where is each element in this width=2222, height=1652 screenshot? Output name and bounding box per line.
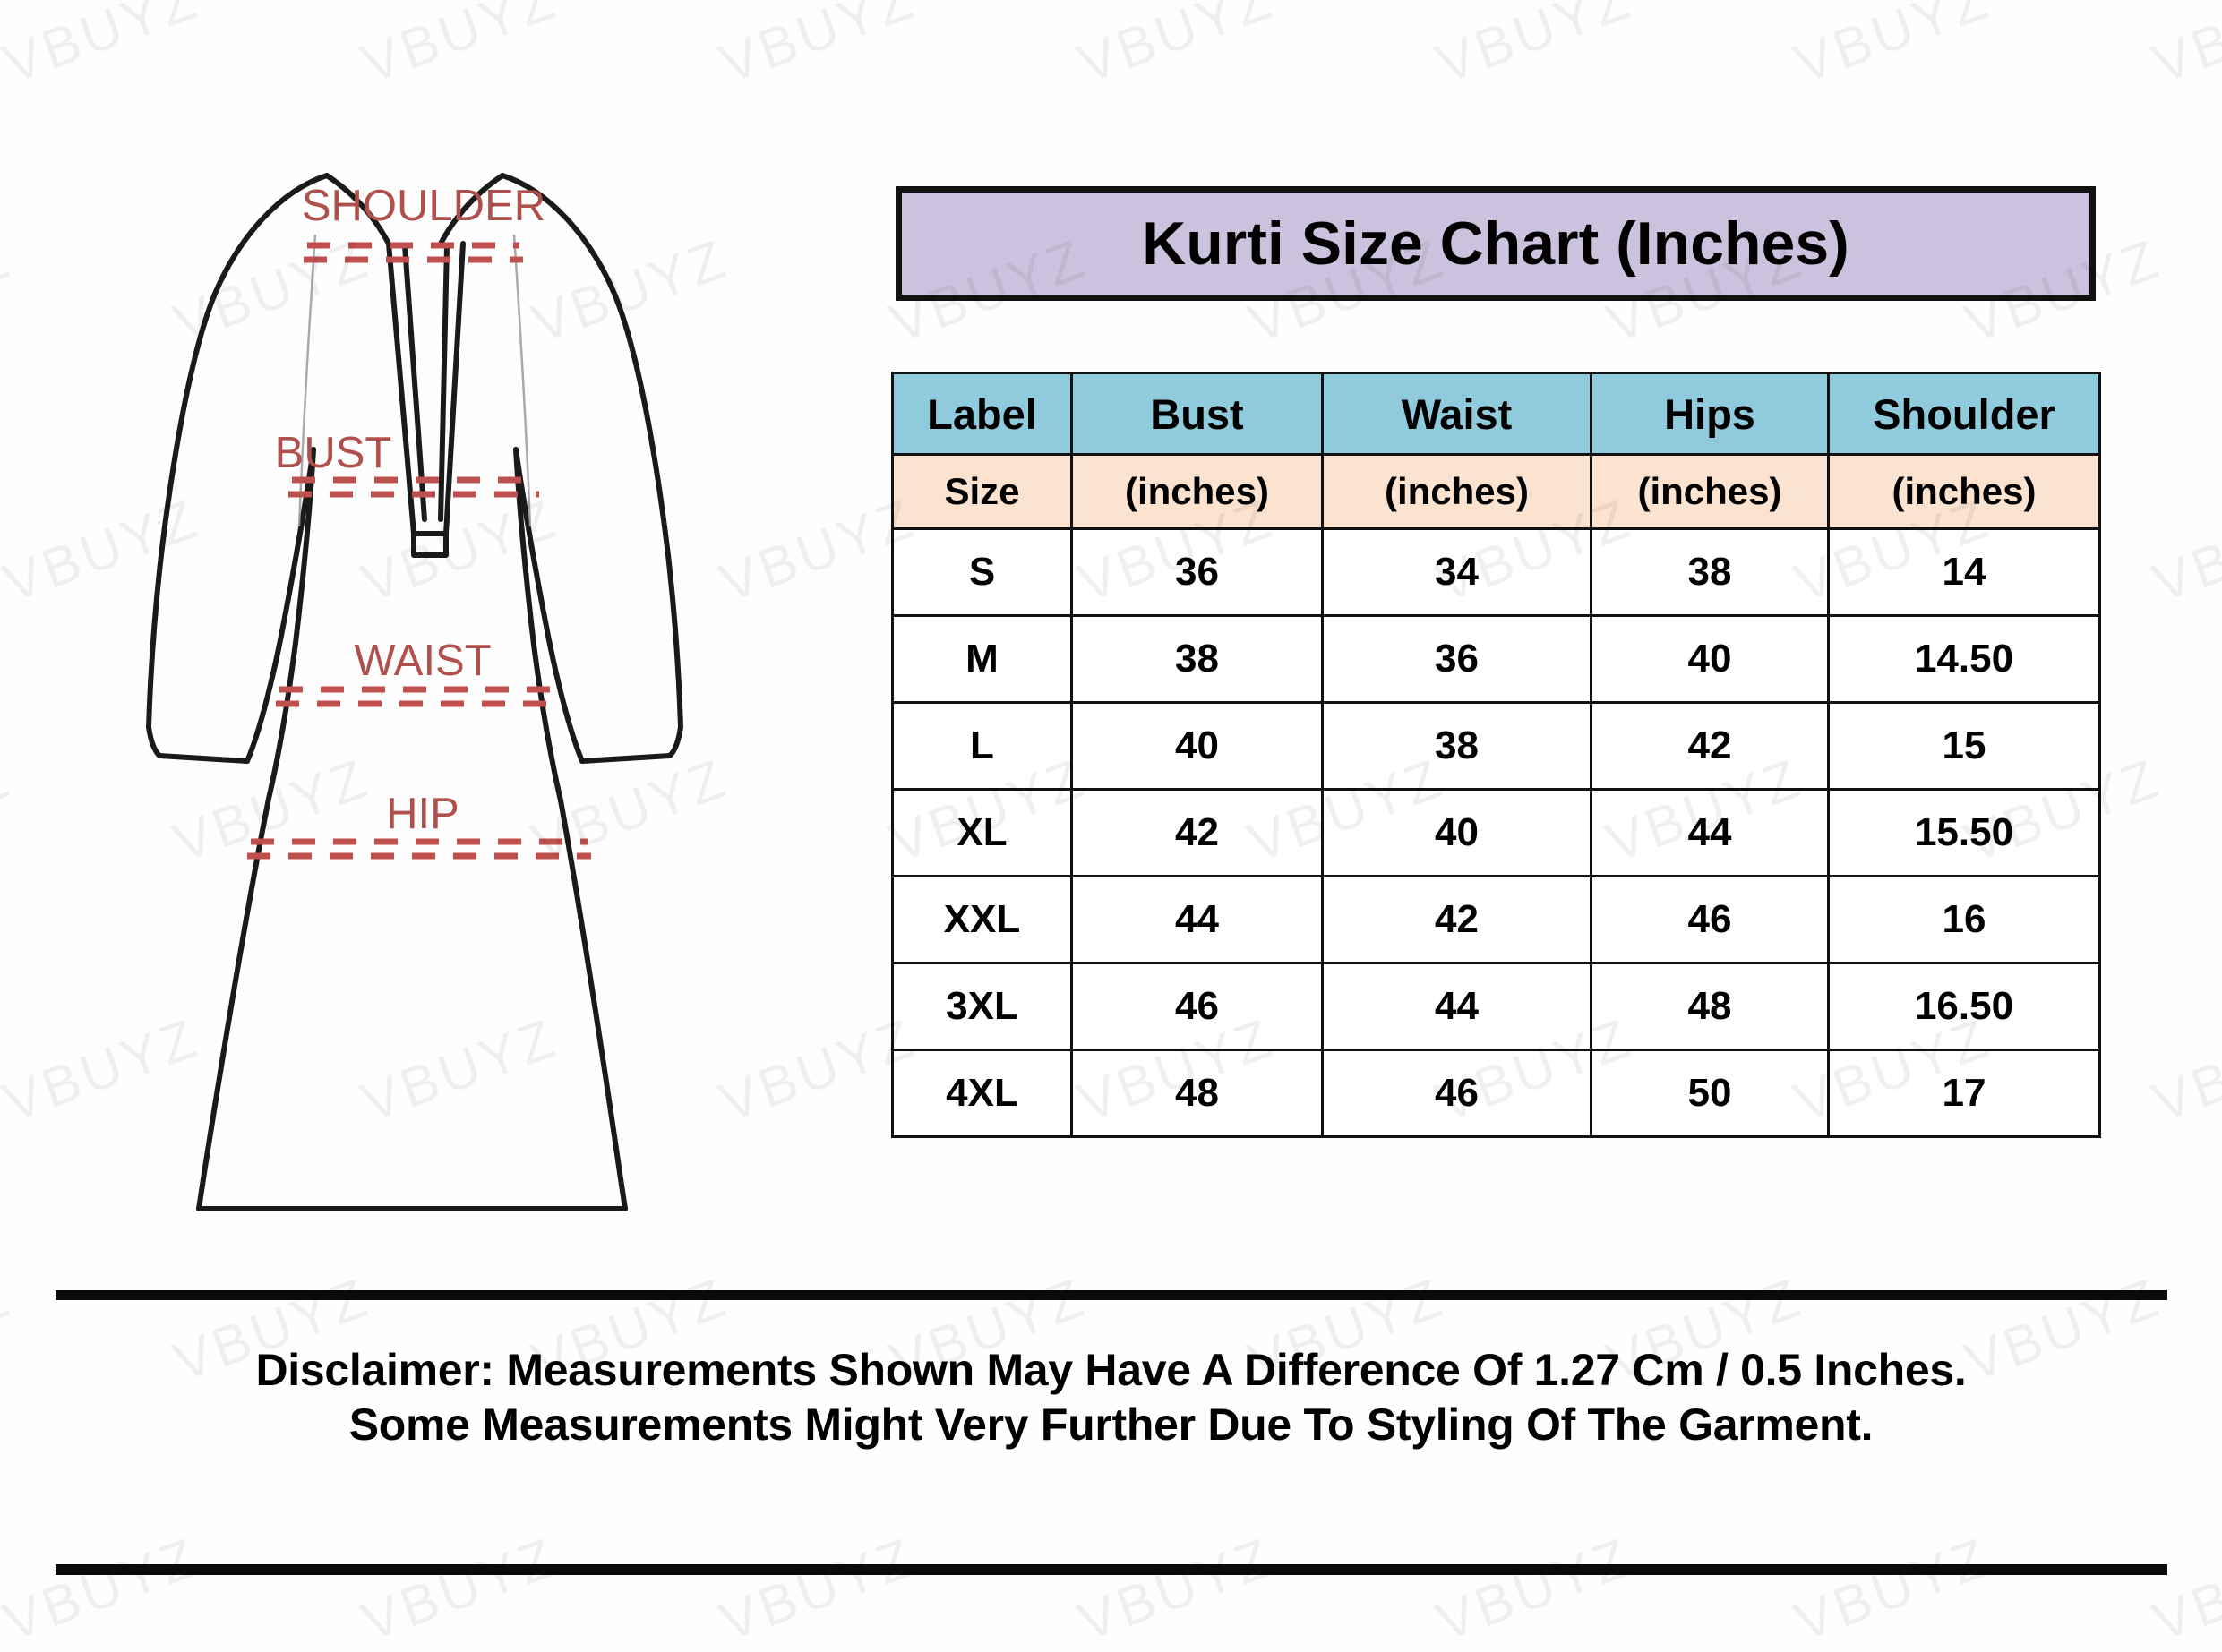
disclaimer-line-2: Some Measurements Might Very Further Due… (348, 1399, 1874, 1450)
subcolumn-header-shoulder-unit: (inches) (1827, 453, 2101, 530)
hips-cell: 50 (1590, 1049, 1830, 1138)
waist-cell: 34 (1321, 527, 1592, 617)
waist-cell: 40 (1321, 788, 1592, 877)
size-cell: S (891, 527, 1073, 617)
column-header-label: Label (891, 372, 1073, 456)
size-cell: XL (891, 788, 1073, 877)
size-cell: L (891, 701, 1073, 791)
chart-title-box: Kurti Size Chart (Inches) (896, 186, 2096, 301)
disclaimer-block: Disclaimer: Measurements Shown May Have … (0, 1343, 2222, 1452)
hips-cell: 40 (1590, 614, 1830, 704)
divider-below-disclaimer (56, 1564, 2167, 1575)
bust-cell: 46 (1070, 962, 1324, 1051)
size-cell: 3XL (891, 962, 1073, 1051)
hips-cell: 46 (1590, 875, 1830, 964)
shoulder-cell: 16 (1827, 875, 2101, 964)
illustration-label-bust: BUST (275, 429, 392, 477)
shoulder-cell: 14 (1827, 527, 2101, 617)
column-header-hips: Hips (1590, 372, 1830, 456)
bust-cell: 44 (1070, 875, 1324, 964)
disclaimer-line-1: Disclaimer: Measurements Shown May Have … (255, 1345, 1967, 1395)
size-cell: XXL (891, 875, 1073, 964)
table-row: 3XL 46 44 48 16.50 (891, 962, 2101, 1051)
bust-cell: 38 (1070, 614, 1324, 704)
subcolumn-header-size: Size (891, 453, 1073, 530)
kurti-illustration: SHOULDER BUST WAIST HIP (90, 134, 734, 1280)
waist-cell: 38 (1321, 701, 1592, 791)
subcolumn-header-bust-unit: (inches) (1070, 453, 1324, 530)
size-cell: M (891, 614, 1073, 704)
table-row: XXL 44 42 46 16 (891, 875, 2101, 964)
hips-cell: 38 (1590, 527, 1830, 617)
waist-cell: 36 (1321, 614, 1592, 704)
shoulder-cell: 14.50 (1827, 614, 2101, 704)
hips-cell: 42 (1590, 701, 1830, 791)
bust-cell: 42 (1070, 788, 1324, 877)
waist-cell: 46 (1321, 1049, 1592, 1138)
column-header-shoulder: Shoulder (1827, 372, 2101, 456)
bust-cell: 36 (1070, 527, 1324, 617)
table-row: M 38 36 40 14.50 (891, 614, 2101, 704)
shoulder-cell: 16.50 (1827, 962, 2101, 1051)
waist-cell: 44 (1321, 962, 1592, 1051)
table-subheader-row: Size (inches) (inches) (inches) (inches) (891, 453, 2101, 530)
illustration-label-hip: HIP (386, 790, 459, 838)
table-row: S 36 34 38 14 (891, 527, 2101, 617)
page-title: Kurti Size Chart (Inches) (1142, 210, 1849, 278)
subcolumn-header-waist-unit: (inches) (1321, 453, 1592, 530)
size-cell: 4XL (891, 1049, 1073, 1138)
bust-cell: 48 (1070, 1049, 1324, 1138)
bust-cell: 40 (1070, 701, 1324, 791)
column-header-bust: Bust (1070, 372, 1324, 456)
size-chart-table: Label Bust Waist Hips Shoulder Size (inc… (891, 372, 2101, 1138)
shoulder-cell: 15.50 (1827, 788, 2101, 877)
shoulder-cell: 15 (1827, 701, 2101, 791)
table-body: S 36 34 38 14 M 38 36 40 14.50 L 40 38 42 15 XL 42 40 44 15… (891, 527, 2101, 1138)
hips-cell: 48 (1590, 962, 1830, 1051)
table-row: L 40 38 42 15 (891, 701, 2101, 791)
subcolumn-header-hips-unit: (inches) (1590, 453, 1830, 530)
illustration-label-shoulder: SHOULDER (302, 182, 545, 230)
table-row: 4XL 48 46 50 17 (891, 1049, 2101, 1138)
table-row: XL 42 40 44 15.50 (891, 788, 2101, 877)
shoulder-cell: 17 (1827, 1049, 2101, 1138)
hips-cell: 44 (1590, 788, 1830, 877)
illustration-label-waist: WAIST (354, 637, 491, 685)
divider-above-disclaimer (56, 1290, 2167, 1300)
column-header-waist: Waist (1321, 372, 1592, 456)
waist-cell: 42 (1321, 875, 1592, 964)
table-header-row: Label Bust Waist Hips Shoulder (891, 372, 2101, 456)
